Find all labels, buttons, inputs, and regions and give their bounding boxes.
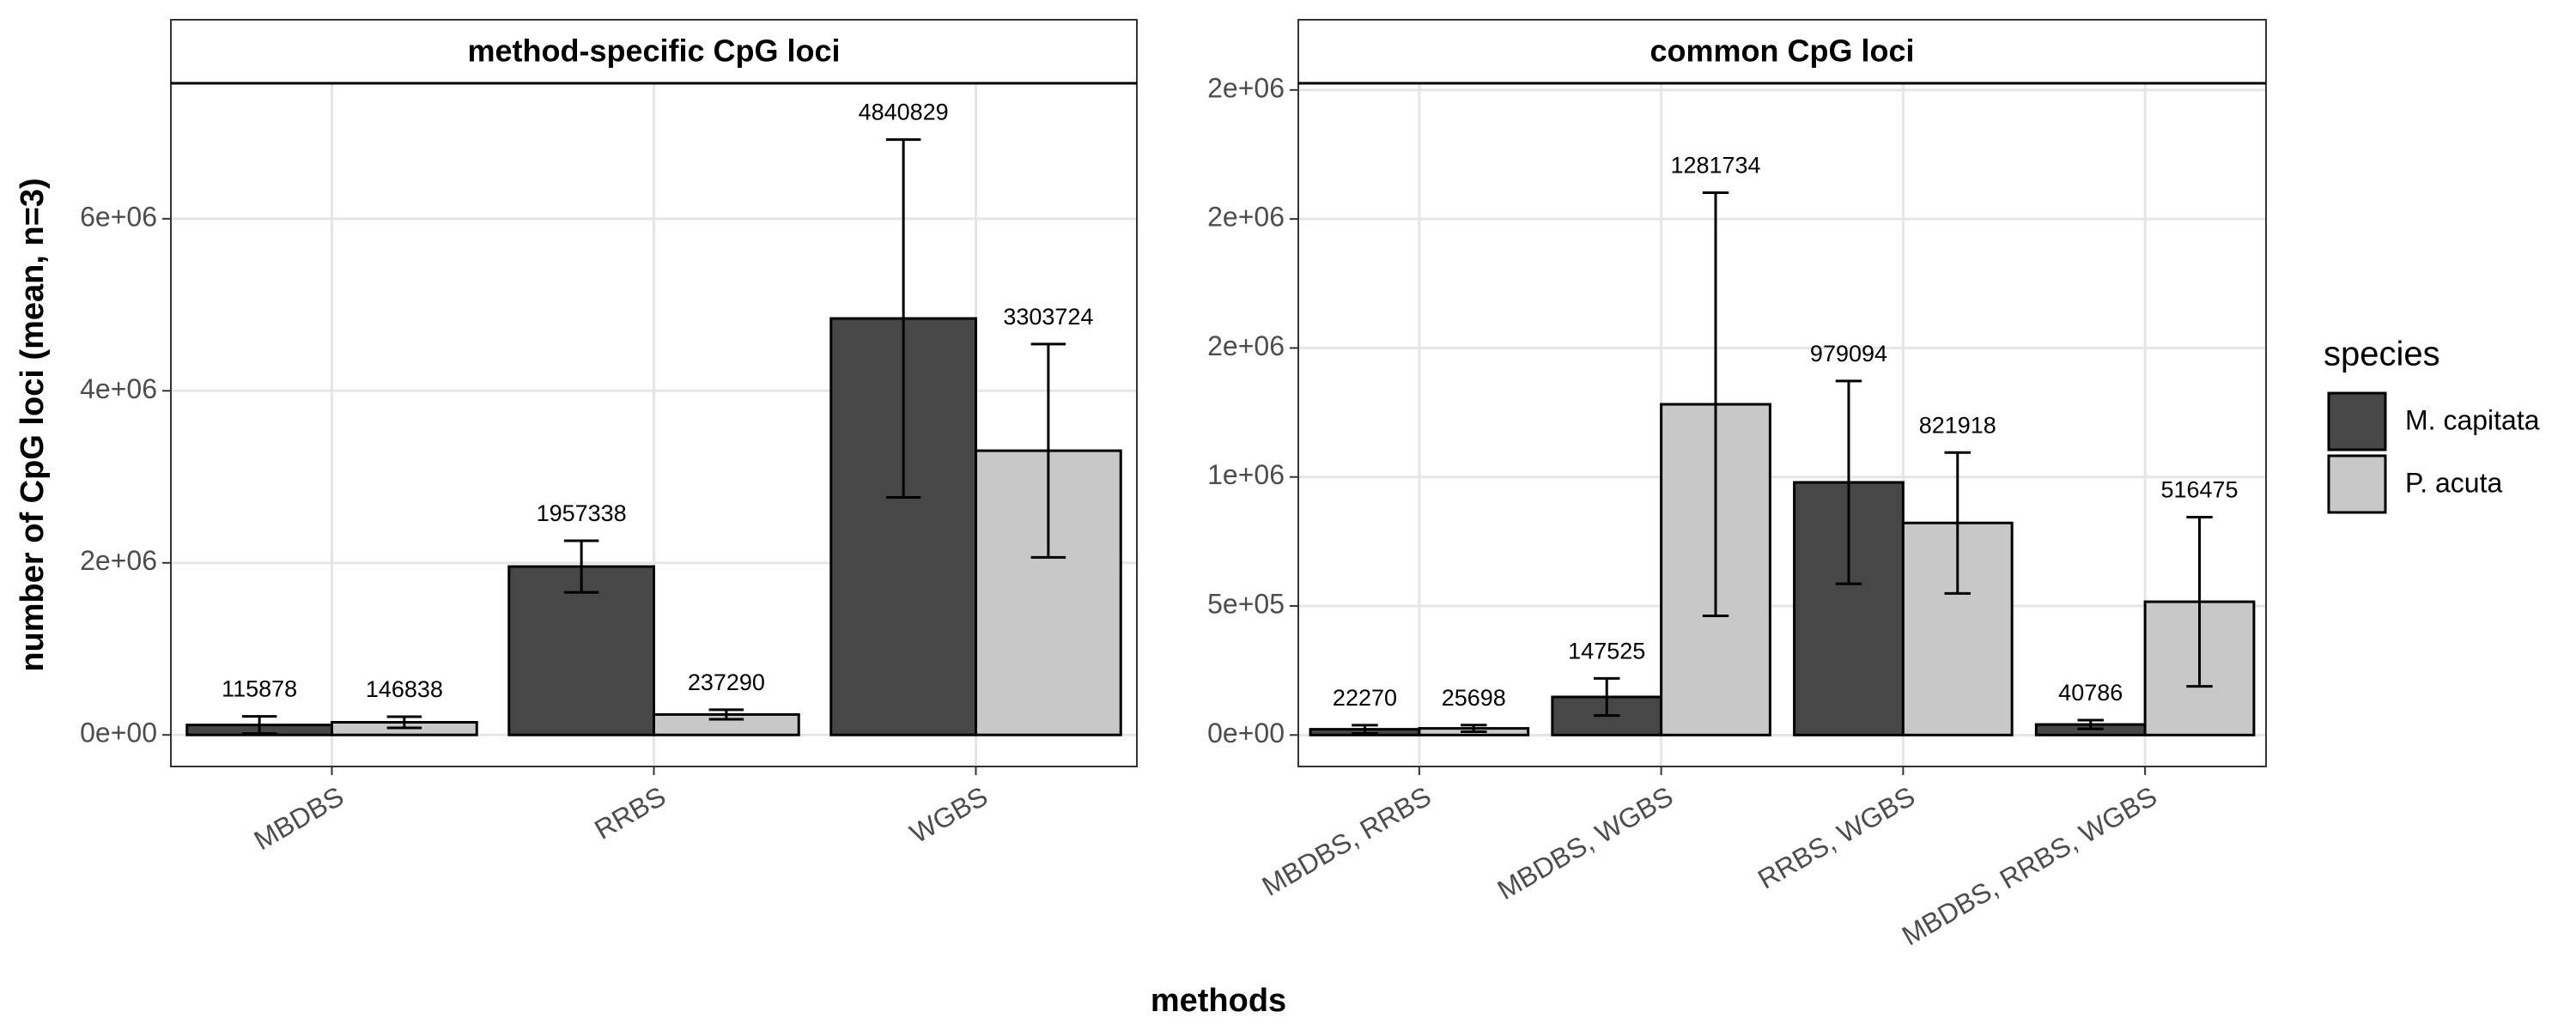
y-tick-label: 5e+05	[1207, 588, 1285, 619]
y-tick-label: 0e+00	[1207, 718, 1285, 748]
panel-background	[1298, 83, 2266, 766]
x-tick-label: MBDBS, WGBS	[1492, 780, 1679, 906]
error-bar	[241, 715, 277, 736]
legend-label: P. acuta	[2405, 467, 2502, 498]
y-tick-label: 0e+00	[80, 718, 157, 748]
y-tick-label: 6e+06	[80, 201, 157, 232]
legend-key	[2327, 454, 2387, 514]
error-bar	[1352, 724, 1378, 735]
data-label: 147525	[1568, 638, 1645, 663]
data-label: 146838	[366, 676, 443, 702]
panel-title: common CpG loci	[1649, 33, 1914, 69]
data-label: 1281734	[1670, 153, 1760, 179]
bar	[507, 565, 655, 736]
x-tick-label: MBDBS	[249, 780, 349, 856]
data-label: 115878	[222, 676, 297, 702]
error-bar	[386, 715, 422, 730]
x-tick-label: MBDBS, RRBS	[1257, 780, 1437, 901]
error-bar	[708, 708, 744, 721]
y-tick-label: 4e+06	[80, 373, 157, 404]
data-label: 25698	[1442, 685, 1506, 711]
x-tick-label: MBDBS, RRBS, WGBS	[1897, 780, 2162, 951]
data-label: 821918	[1919, 412, 1996, 438]
error-bar	[885, 138, 921, 500]
y-tick-label: 2e+06	[1207, 330, 1285, 361]
strip	[1297, 19, 2267, 84]
y-tick-label: 2e+06	[1207, 202, 1285, 233]
x-tick-label: WGBS	[905, 780, 993, 849]
error-bar	[2077, 718, 2104, 730]
x-tick-label: RRBS	[589, 780, 671, 845]
x-tick-label: RRBS, WGBS	[1753, 780, 1920, 894]
data-label: 22270	[1333, 685, 1397, 711]
data-label: 4840829	[859, 100, 949, 125]
data-label: 979094	[1810, 341, 1887, 367]
panel-title: method-specific CpG loci	[467, 33, 840, 69]
y-axis-title: number of CpG loci (mean, n=3)	[15, 178, 51, 671]
error-bar	[1461, 724, 1487, 734]
data-label: 516475	[2160, 477, 2238, 503]
legend-label: M. capitata	[2405, 404, 2540, 435]
error-bar	[1702, 191, 1729, 618]
y-tick-label: 2e+06	[1207, 72, 1285, 103]
error-bar	[1944, 451, 1971, 595]
error-bar	[1594, 676, 1620, 718]
data-label: 1957338	[537, 500, 627, 526]
y-tick-label: 1e+06	[1207, 459, 1285, 490]
strip	[170, 19, 1138, 84]
error-bar	[2186, 515, 2213, 688]
legend-key	[2327, 391, 2387, 451]
data-label: 40786	[2058, 680, 2123, 706]
error-bar	[563, 539, 599, 594]
y-tick-label: 2e+06	[80, 545, 157, 576]
error-bar	[1835, 379, 1862, 585]
data-label: 3303724	[1003, 304, 1093, 330]
data-label: 237290	[688, 670, 765, 695]
x-axis-title: methods	[1151, 983, 1286, 1019]
error-bar	[1030, 342, 1066, 559]
legend-title: species	[2324, 336, 2440, 373]
